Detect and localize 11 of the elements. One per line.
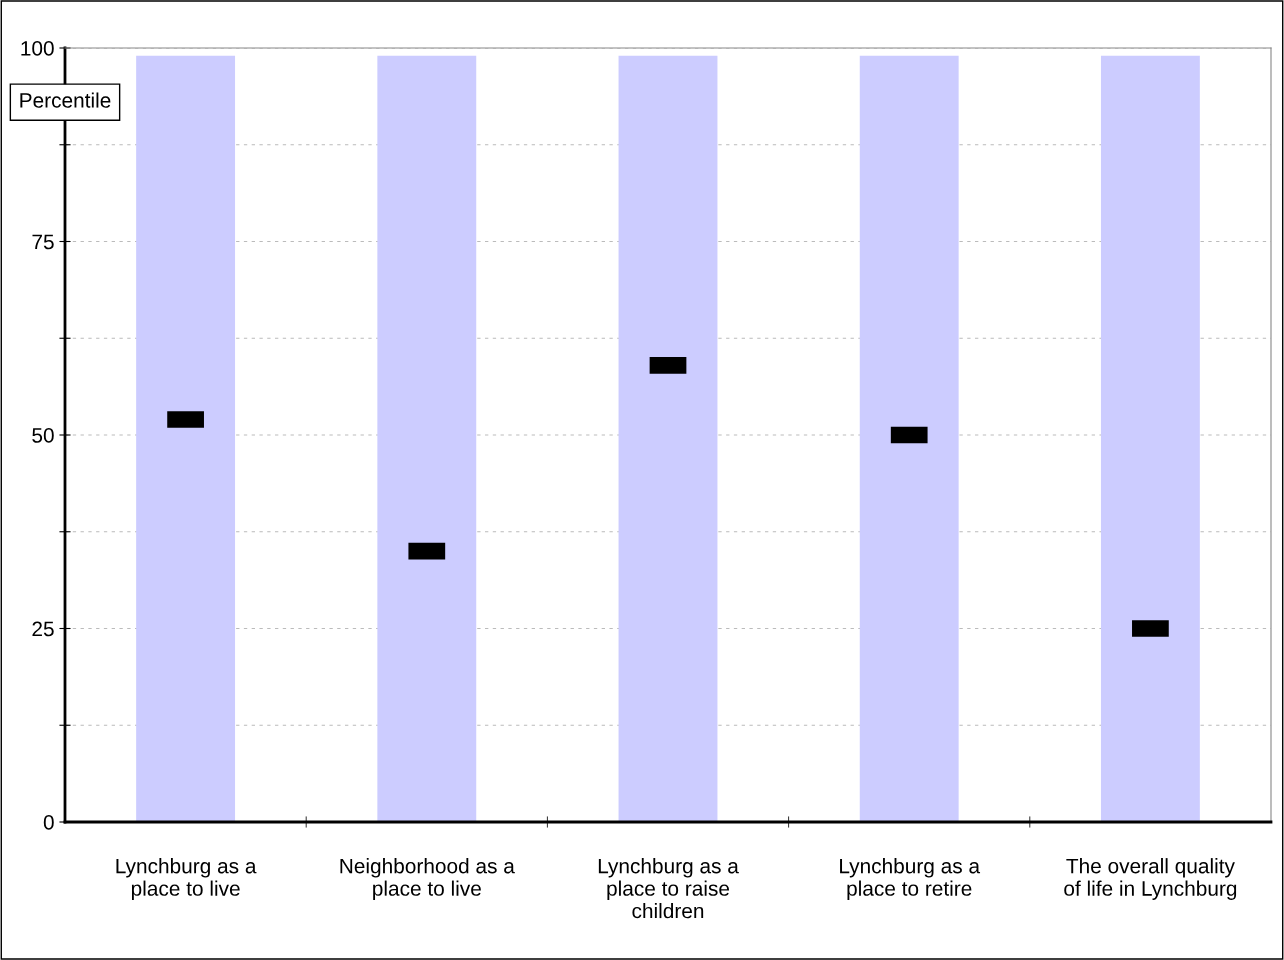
y-tick-label: 50 (32, 428, 54, 443)
y-tick-label: 25 (32, 621, 54, 637)
x-tick-label: Lynchburg as a place to retire (840, 858, 981, 900)
x-tick-label: Lynchburg as a place to raise children (598, 858, 739, 919)
y-tick-label: 0 (43, 815, 54, 830)
x-tick-label: Neighborhood as a place to live (340, 858, 515, 900)
x-tick-label: The overall quality of life in Lynchburg (1064, 858, 1237, 900)
y-axis-title: Percentile (20, 92, 111, 108)
x-tick-label: Lynchburg as a place to live (116, 858, 257, 900)
y-tick-label: 75 (32, 234, 54, 250)
y-tick-label: 100 (21, 41, 54, 56)
